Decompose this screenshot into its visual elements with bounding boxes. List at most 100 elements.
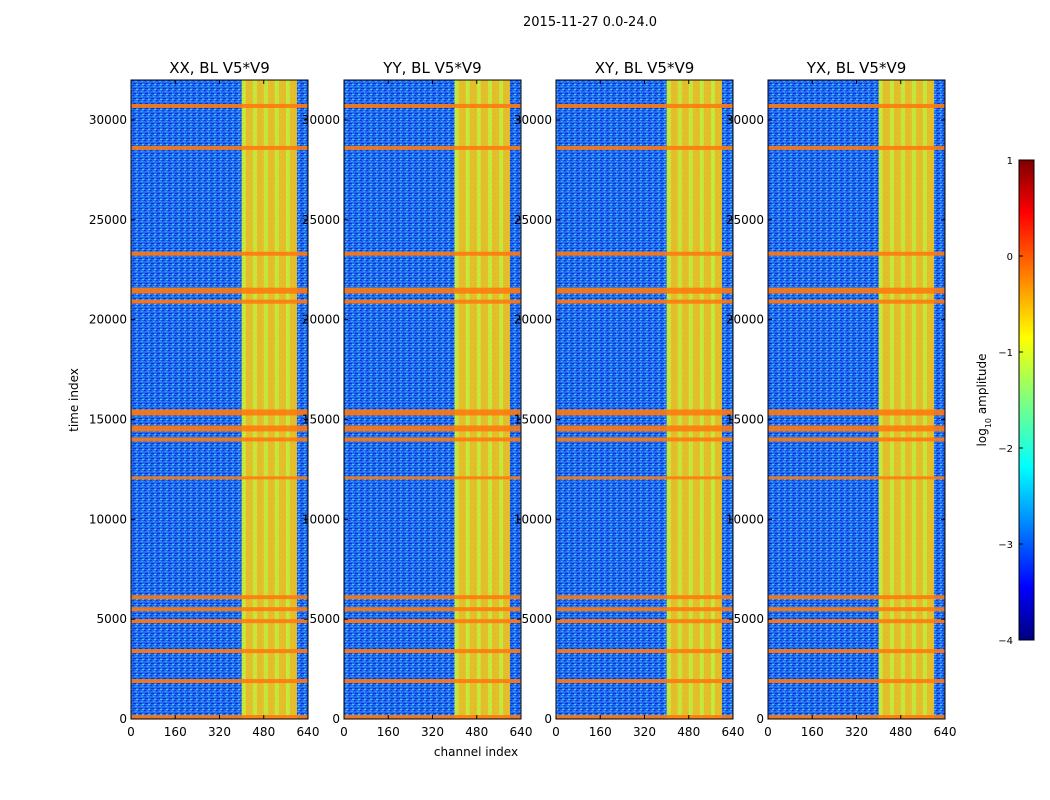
- rfi-band: [344, 607, 521, 612]
- rfi-band: [768, 607, 945, 612]
- y-tick-label: 25000: [514, 213, 552, 227]
- panel-3: XY, BL V5*V9 0 160 320 480 640 0 5000 10000 15000…: [514, 59, 745, 739]
- y-tick-label: 5000: [521, 612, 552, 626]
- colorbar: 10−1−2−3−4 log10 amplitude: [975, 156, 1035, 647]
- y-tick-label: 10000: [302, 512, 340, 526]
- rfi-band: [131, 287, 308, 294]
- y-tick-label: 20000: [514, 313, 552, 327]
- band-stripe: [893, 80, 901, 719]
- colorbar-label-main: log: [975, 428, 989, 446]
- rfi-band: [556, 145, 733, 150]
- x-tick-label: 320: [633, 725, 656, 739]
- rfi-band: [131, 103, 308, 108]
- rfi-band: [556, 595, 733, 600]
- rfi-band: [556, 679, 733, 684]
- band-stripe: [904, 80, 912, 719]
- band-stripe: [256, 80, 264, 719]
- panel-title: YX, BL V5*V9: [806, 59, 907, 77]
- x-tick-label: 0: [340, 725, 348, 739]
- x-axis-label: channel index: [434, 745, 518, 759]
- y-tick-label: 25000: [726, 213, 764, 227]
- x-tick-label: 480: [252, 725, 275, 739]
- rfi-band: [768, 103, 945, 108]
- rfi-band: [768, 409, 945, 416]
- rfi-band: [344, 619, 521, 624]
- panels: XX, BL V5*V9 0 160 320 480 640 0 5000 10000 15000…: [89, 59, 957, 739]
- suptitle: 2015-11-27 0.0-24.0: [523, 15, 657, 30]
- x-tick-label: 320: [421, 725, 444, 739]
- rfi-band: [344, 437, 521, 442]
- y-tick-label: 15000: [726, 412, 764, 426]
- y-tick-label: 10000: [726, 512, 764, 526]
- colorbar-ticks: 1 0 −1 −2 −3 −4: [998, 156, 1023, 647]
- panel-title: XY, BL V5*V9: [595, 59, 695, 77]
- rfi-band: [768, 287, 945, 294]
- rfi-band: [556, 476, 733, 480]
- rfi-band: [131, 619, 308, 624]
- rfi-band: [131, 649, 308, 654]
- colorbar-label: log10 amplitude: [975, 354, 993, 447]
- y-tick-label: 0: [756, 712, 764, 726]
- rfi-band: [131, 595, 308, 600]
- x-tick-label: 640: [297, 725, 320, 739]
- panel-2: YY, BL V5*V9 0 160 320 480 640 0 5000 10000 15000…: [302, 59, 533, 739]
- x-tick-label: 320: [845, 725, 868, 739]
- rfi-band: [344, 425, 521, 432]
- y-tick-label: 25000: [302, 213, 340, 227]
- band-stripe: [245, 80, 253, 719]
- band-stripe: [703, 80, 711, 719]
- y-tick-label: 5000: [96, 612, 127, 626]
- y-tick-label: 0: [119, 712, 127, 726]
- band-stripe: [692, 80, 700, 719]
- band-stripe: [278, 80, 286, 719]
- band-stripe: [458, 80, 466, 719]
- band-stripe: [491, 80, 499, 719]
- rfi-band: [768, 595, 945, 600]
- band-stripe: [267, 80, 275, 719]
- x-tick-label: 480: [889, 725, 912, 739]
- rfi-band: [556, 103, 733, 108]
- band-stripe: [503, 80, 511, 719]
- x-tick-label: 0: [764, 725, 772, 739]
- y-tick-label: 15000: [302, 412, 340, 426]
- y-tick-label: 0: [544, 712, 552, 726]
- y-tick-label: 15000: [514, 412, 552, 426]
- rfi-band: [768, 476, 945, 480]
- x-tick-label: 640: [510, 725, 533, 739]
- y-tick-label: 30000: [514, 113, 552, 127]
- rfi-band: [556, 607, 733, 612]
- x-tick-label: 160: [589, 725, 612, 739]
- rfi-band: [131, 425, 308, 432]
- x-tick-label: 480: [465, 725, 488, 739]
- x-tick-label: 160: [164, 725, 187, 739]
- band-stripe: [681, 80, 689, 719]
- panel-title: XX, BL V5*V9: [169, 59, 270, 77]
- rfi-band: [344, 595, 521, 600]
- rfi-band: [556, 409, 733, 416]
- x-tick-label: 640: [722, 725, 745, 739]
- y-tick-label: 0: [332, 712, 340, 726]
- band-stripe: [715, 80, 723, 719]
- y-axis-label: time index: [67, 368, 81, 432]
- rfi-band: [344, 476, 521, 480]
- y-tick-label: 5000: [309, 612, 340, 626]
- colorbar-tick-label: −2: [998, 444, 1013, 455]
- y-tick-label: 5000: [733, 612, 764, 626]
- rfi-band: [131, 679, 308, 684]
- rfi-band: [768, 649, 945, 654]
- x-tick-label: 160: [801, 725, 824, 739]
- y-tick-label: 20000: [89, 313, 127, 327]
- rfi-band: [768, 437, 945, 442]
- rfi-band: [344, 145, 521, 150]
- rfi-band: [556, 251, 733, 256]
- rfi-band: [344, 299, 521, 304]
- rfi-band: [131, 437, 308, 442]
- colorbar-label-sub: 10: [984, 418, 993, 428]
- rfi-band: [131, 476, 308, 480]
- y-tick-label: 30000: [726, 113, 764, 127]
- rfi-band: [768, 425, 945, 432]
- panel-4: YX, BL V5*V9 0 160 320 480 640 0 5000 10000 15000…: [726, 59, 957, 739]
- x-tick-label: 0: [552, 725, 560, 739]
- colorbar-tick-label: −1: [998, 348, 1013, 359]
- y-tick-label: 10000: [514, 512, 552, 526]
